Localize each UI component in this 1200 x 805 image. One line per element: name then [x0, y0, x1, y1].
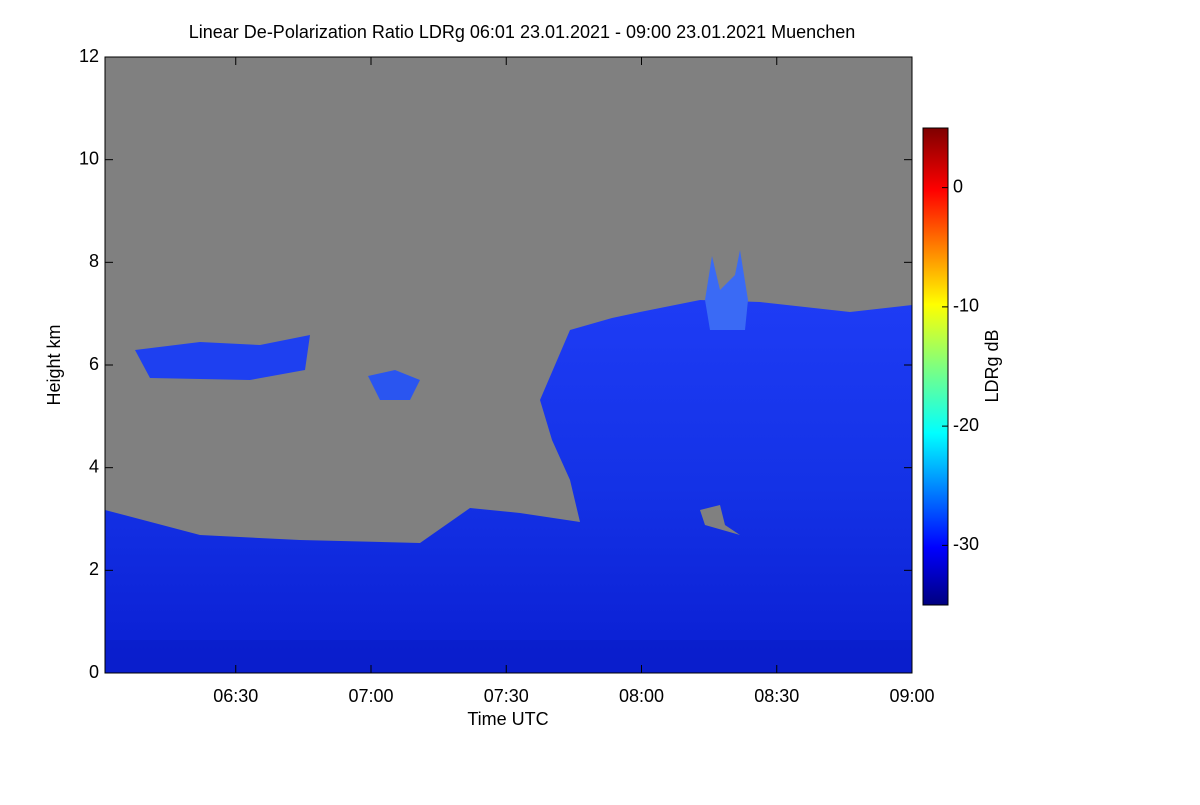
x-tick-label: 08:30 — [754, 686, 799, 706]
heatmap-field — [105, 57, 912, 673]
y-tick-label: 10 — [79, 148, 99, 168]
near-ground — [105, 640, 912, 673]
y-tick-label: 4 — [89, 456, 99, 476]
colorbar-tick-label: -10 — [953, 296, 979, 316]
y-tick-label: 0 — [89, 662, 99, 682]
gap-patch — [700, 505, 740, 535]
x-tick-label: 07:00 — [348, 686, 393, 706]
x-tick-label: 09:00 — [889, 686, 934, 706]
cloud-patch — [368, 370, 420, 400]
x-axis-label: Time UTC — [467, 709, 548, 729]
y-tick-label: 8 — [89, 251, 99, 271]
cloud-region — [105, 300, 912, 673]
colorbar-tick-label: -30 — [953, 534, 979, 554]
x-tick-label: 07:30 — [484, 686, 529, 706]
x-tick-label: 08:00 — [619, 686, 664, 706]
colorbar-label: LDRg dB — [982, 329, 1002, 402]
y-tick-label: 12 — [79, 46, 99, 66]
chart-title: Linear De-Polarization Ratio LDRg 06:01 … — [189, 22, 855, 42]
y-tick-label: 2 — [89, 559, 99, 579]
y-axis-label: Height km — [44, 324, 64, 405]
colorbar-tick-label: 0 — [953, 176, 963, 196]
cloud-patch — [135, 335, 310, 380]
x-tick-label: 06:30 — [213, 686, 258, 706]
y-tick-label: 6 — [89, 354, 99, 374]
cloud-plume — [705, 250, 748, 330]
colorbar — [922, 127, 949, 606]
colorbar-tick-label: -20 — [953, 415, 979, 435]
